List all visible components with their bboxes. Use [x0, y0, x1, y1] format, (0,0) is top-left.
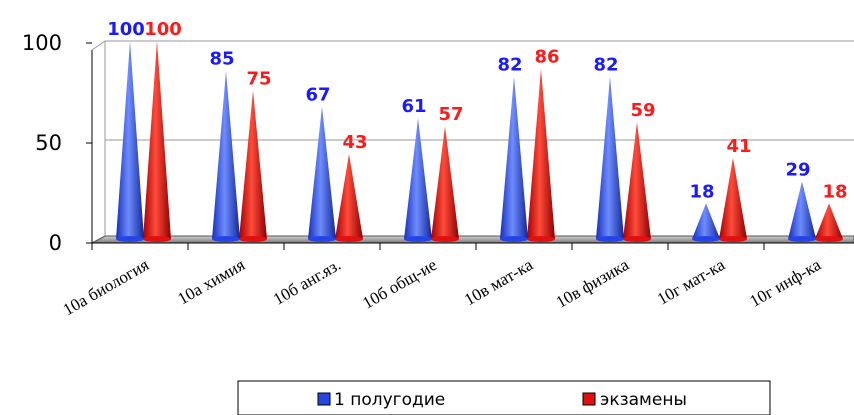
bar-base	[116, 236, 144, 242]
bar-cone	[116, 41, 144, 239]
bar-base	[308, 236, 336, 242]
bar-base	[212, 236, 240, 242]
bar-base	[527, 236, 555, 242]
bar	[335, 153, 363, 242]
bar-cone	[596, 76, 624, 239]
y-tick-label: 100	[22, 31, 62, 55]
bar-cone	[815, 203, 843, 239]
data-label: 82	[593, 55, 618, 76]
bar-cone	[719, 157, 747, 239]
data-label: 43	[342, 132, 367, 153]
data-label: 41	[726, 136, 751, 157]
x-tick-label: 10а биология	[60, 255, 153, 319]
bar-base	[596, 236, 624, 242]
side-wall-edge	[91, 40, 106, 51]
data-label: 57	[438, 104, 463, 125]
x-tick-label: 10г инф-ка	[746, 255, 824, 311]
bar	[116, 41, 144, 242]
data-label: 61	[401, 96, 426, 117]
bar-cone	[692, 203, 720, 239]
bar	[527, 68, 555, 242]
x-tick-label: 10б анг.яз.	[270, 255, 344, 309]
bars	[116, 41, 843, 242]
x-tick-label: 10в мат-ка	[461, 255, 536, 310]
x-tick-label: 10в физика	[553, 255, 633, 312]
bar-cone	[788, 181, 816, 239]
bar	[500, 76, 528, 242]
data-label: 59	[630, 100, 655, 121]
data-label: 18	[689, 181, 714, 202]
bar	[815, 203, 843, 242]
data-label: 29	[785, 160, 810, 181]
legend-swatch-2	[582, 392, 596, 406]
bar	[623, 122, 651, 242]
bar-base	[500, 236, 528, 242]
y-axis-ticks: 100 50 0	[22, 31, 92, 255]
legend: 1 полугодие экзамены	[237, 380, 771, 415]
bar	[212, 70, 240, 242]
data-label: 100	[107, 19, 145, 40]
y-tick-label: 50	[35, 131, 62, 155]
bar	[431, 126, 459, 242]
y-tick-label: 0	[49, 231, 62, 255]
x-tick-label: 10б общ-ие	[359, 255, 440, 313]
bar-cone	[308, 106, 336, 239]
bar-cone	[143, 41, 171, 239]
x-tick-label: 10г мат-ка	[654, 255, 729, 309]
bar	[308, 106, 336, 242]
x-axis-ticks: 10а биология 10а химия 10б анг.яз. 10б общ-…	[60, 243, 824, 319]
data-labels: 100 100 85 75 67 43 61 57 82 86 82 59 18 41 29 18	[107, 19, 847, 202]
bar	[404, 118, 432, 242]
bar-base	[143, 236, 171, 242]
bar-base	[404, 236, 432, 242]
bar-cone	[404, 118, 432, 239]
bar-cone	[335, 153, 363, 239]
legend-swatch-1	[317, 392, 331, 406]
bar-base	[815, 236, 843, 242]
bar	[596, 76, 624, 242]
bar-base	[623, 236, 651, 242]
x-tick-label: 10а химия	[174, 255, 248, 309]
bar	[788, 181, 816, 242]
bar-base	[239, 236, 267, 242]
data-label: 75	[246, 69, 271, 90]
data-label: 100	[144, 19, 182, 40]
bar-base	[719, 236, 747, 242]
data-label: 82	[497, 55, 522, 76]
data-label: 18	[822, 181, 847, 202]
data-label: 86	[534, 47, 559, 68]
bar	[143, 41, 171, 242]
bar-cone	[500, 76, 528, 239]
legend-label-1: 1 полугодие	[334, 390, 445, 410]
bar	[692, 203, 720, 242]
bar	[239, 90, 267, 242]
bar-cone	[239, 90, 267, 239]
bar-cone	[212, 70, 240, 239]
bar-base	[431, 236, 459, 242]
bar-base	[692, 236, 720, 242]
legend-label-2: экзамены	[600, 390, 687, 410]
bar-cone	[431, 126, 459, 239]
bar-cone	[527, 68, 555, 239]
data-label: 85	[209, 49, 234, 70]
bar-cone	[623, 122, 651, 239]
bar-base	[335, 236, 363, 242]
bar-base	[788, 236, 816, 242]
data-label: 67	[305, 84, 330, 105]
bar	[719, 157, 747, 242]
